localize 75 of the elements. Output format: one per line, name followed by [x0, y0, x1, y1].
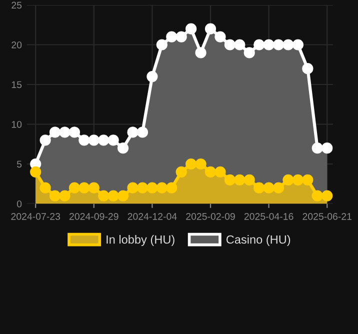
point [166, 31, 178, 42]
point [214, 166, 226, 178]
point [78, 134, 90, 146]
y-tick-label: 25 [12, 2, 22, 9]
y-tick-label: 0 [16, 200, 22, 208]
x-tick-label: 2024-09-29 [70, 213, 118, 220]
point [292, 39, 304, 50]
x-tick-label: 2025-04-16 [244, 213, 294, 220]
point [108, 190, 119, 202]
point [117, 142, 129, 154]
point [312, 142, 323, 154]
point [272, 39, 284, 50]
point [263, 39, 274, 50]
point [98, 134, 110, 146]
point [322, 142, 333, 154]
point [146, 70, 158, 82]
legend-label: Casino (HU) [226, 235, 290, 246]
point [282, 174, 294, 186]
point [244, 47, 255, 58]
point [30, 166, 42, 178]
y-tick-label: 5 [16, 160, 22, 168]
point [322, 190, 333, 202]
point [127, 126, 138, 138]
point [68, 126, 80, 138]
point [68, 182, 80, 194]
point [49, 126, 61, 138]
point [156, 182, 168, 194]
point [40, 134, 51, 146]
point [302, 63, 314, 74]
point [224, 174, 236, 186]
point [204, 23, 216, 34]
point [263, 182, 274, 194]
point [146, 182, 158, 194]
point [108, 134, 119, 146]
point [254, 182, 265, 194]
x-tick-label: 2024-12-04 [128, 213, 177, 220]
x-tick-label: 2025-06-21 [302, 213, 352, 220]
point [176, 31, 187, 42]
point [59, 126, 70, 138]
point [78, 182, 90, 194]
point [244, 174, 255, 186]
point [176, 166, 187, 178]
point [234, 174, 246, 186]
point [127, 182, 138, 194]
point [186, 158, 197, 170]
legend-label: In lobby (HU) [106, 235, 174, 246]
point [156, 39, 168, 50]
point [234, 39, 246, 50]
point [254, 39, 265, 50]
point [292, 174, 304, 186]
x-tick-label: 2024-07-23 [11, 213, 60, 220]
point [302, 174, 314, 186]
point [195, 158, 206, 170]
point [88, 134, 100, 146]
y-tick-label: 15 [12, 81, 22, 88]
point [49, 190, 61, 202]
y-tick-label: 20 [12, 41, 22, 48]
point [98, 190, 110, 202]
point [136, 126, 148, 138]
x-tick-label: 2025-02-09 [186, 213, 235, 220]
point [282, 39, 294, 50]
point [166, 182, 178, 194]
point [312, 190, 323, 202]
point [195, 47, 206, 58]
point [214, 31, 226, 42]
point [204, 166, 216, 178]
y-tick-label: 10 [12, 120, 22, 128]
point [117, 190, 129, 202]
point [136, 182, 148, 194]
point [224, 39, 236, 50]
point [186, 23, 197, 34]
point [59, 190, 70, 202]
point [272, 182, 284, 194]
point [88, 182, 100, 194]
point [40, 182, 51, 194]
